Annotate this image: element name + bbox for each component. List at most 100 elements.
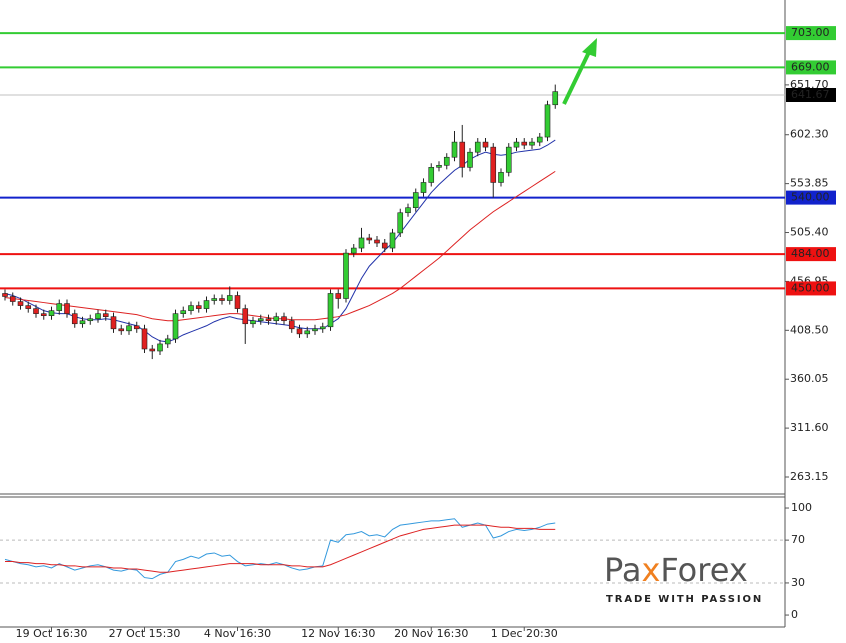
y-tick-label: 30 [791, 576, 805, 589]
y-tick-label: 408.50 [790, 323, 829, 336]
candle-body [102, 313, 109, 317]
candle-body [118, 328, 125, 332]
candle-body [467, 151, 473, 168]
candle-body [451, 141, 458, 158]
level-box [786, 247, 836, 262]
candle-body [157, 343, 163, 352]
level-box [786, 190, 836, 205]
trend-arrow [562, 38, 597, 105]
candle-body [288, 320, 295, 330]
candle-body [374, 239, 380, 244]
current-price-label: 641.67 [791, 88, 830, 101]
candle-body [164, 338, 171, 345]
y-tick-label: 505.40 [790, 226, 829, 239]
candle-body [95, 313, 101, 320]
current-price-box [786, 87, 836, 102]
candle-body [2, 293, 8, 297]
logo-part: Forex [660, 551, 747, 589]
oscillator-line [5, 524, 556, 573]
candle-body [459, 141, 466, 168]
candle-body [188, 305, 194, 311]
candle-body [234, 295, 241, 309]
y-tick-label: 70 [791, 533, 805, 546]
y-tick-label: 360.05 [790, 372, 829, 385]
candle-body [226, 295, 233, 301]
candle-body [296, 328, 303, 335]
candle-body [521, 141, 528, 146]
candle-body [281, 316, 287, 322]
logo: PaxForex TRADE WITH PASSION [604, 551, 763, 605]
candle-body [474, 141, 481, 153]
candle-body [513, 141, 520, 148]
candle-body [412, 192, 419, 208]
candle-body [544, 104, 551, 138]
candle-body [529, 141, 535, 146]
candle-body [180, 310, 187, 314]
candle-body [552, 91, 559, 106]
candle-body [242, 308, 249, 325]
candle-body [25, 305, 32, 309]
candle-body [319, 326, 326, 330]
candle-body [420, 182, 427, 193]
candle-body [149, 348, 156, 352]
candle-body [172, 313, 179, 340]
candle-body [273, 316, 280, 322]
candle-body [17, 301, 24, 306]
candle-body [343, 252, 349, 299]
moving-average [4, 170, 556, 322]
x-tick-label: 27 Oct 15:30 [109, 627, 181, 640]
candle-body [250, 320, 256, 325]
y-tick-label: 602.30 [790, 128, 829, 141]
candle-body [64, 303, 70, 314]
candle-body [536, 136, 543, 143]
candle-body [71, 313, 78, 325]
candle-body [436, 165, 442, 168]
candle-body [397, 212, 404, 234]
level-box [786, 60, 836, 75]
candle-body [9, 296, 16, 302]
candle-body [56, 303, 63, 311]
level-label: 703.00 [791, 26, 830, 39]
x-tick-label: 4 Nov 16:30 [204, 627, 271, 640]
candle-body [87, 318, 94, 322]
candle-body [33, 308, 39, 314]
candle-body [110, 316, 117, 330]
candle-body [366, 237, 373, 241]
logo-part: x [641, 551, 660, 589]
level-box [786, 281, 836, 296]
candle-body [312, 328, 318, 332]
candle-body [211, 298, 218, 301]
candle-body [335, 293, 342, 299]
candle-body [195, 305, 202, 309]
candle-body [219, 298, 225, 301]
candle-body [405, 207, 411, 214]
candle-body [350, 247, 357, 254]
candle-body [40, 313, 47, 316]
candle-body [141, 328, 148, 350]
x-tick-label: 12 Nov 16:30 [301, 627, 375, 640]
candle-body [358, 237, 365, 249]
candle-body [133, 325, 140, 330]
x-tick-label: 20 Nov 16:30 [394, 627, 468, 640]
candle-body [389, 232, 396, 249]
candle-body [126, 325, 132, 332]
logo-brand: PaxForex [604, 551, 748, 589]
candle-body [79, 320, 86, 325]
y-tick-label: 311.60 [790, 421, 829, 434]
candle-body [327, 293, 334, 328]
oscillator-line [4, 518, 556, 580]
logo-tagline: TRADE WITH PASSION [606, 594, 763, 605]
y-tick-label: 100 [791, 501, 812, 514]
candle-body [428, 167, 435, 183]
y-tick-label: 263.15 [790, 470, 829, 483]
candle-body [203, 300, 210, 309]
y-tick-label: 651.70 [790, 78, 829, 91]
x-tick-label: 19 Oct 16:30 [16, 627, 88, 640]
y-tick-label: 553.85 [790, 177, 829, 190]
candle-body [498, 172, 504, 183]
candle-body [490, 146, 497, 183]
candle-body [443, 156, 450, 166]
candle-body [265, 318, 272, 322]
